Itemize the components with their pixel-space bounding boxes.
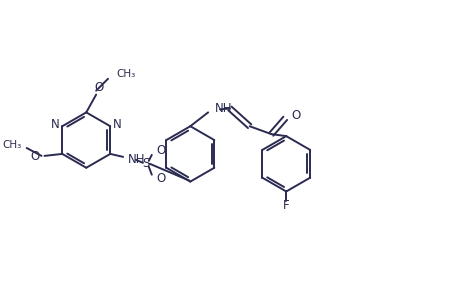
Text: CH₃: CH₃ bbox=[2, 140, 22, 150]
Text: CH₃: CH₃ bbox=[116, 69, 135, 79]
Text: NH: NH bbox=[215, 102, 232, 115]
Text: F: F bbox=[283, 199, 290, 212]
Text: O: O bbox=[157, 172, 166, 185]
Text: O: O bbox=[95, 81, 104, 94]
Text: N: N bbox=[51, 118, 59, 131]
Text: O: O bbox=[157, 145, 166, 157]
Text: S: S bbox=[142, 157, 149, 170]
Text: NH: NH bbox=[128, 153, 146, 166]
Text: O: O bbox=[291, 109, 301, 122]
Text: N: N bbox=[113, 118, 122, 131]
Text: O: O bbox=[30, 150, 40, 164]
